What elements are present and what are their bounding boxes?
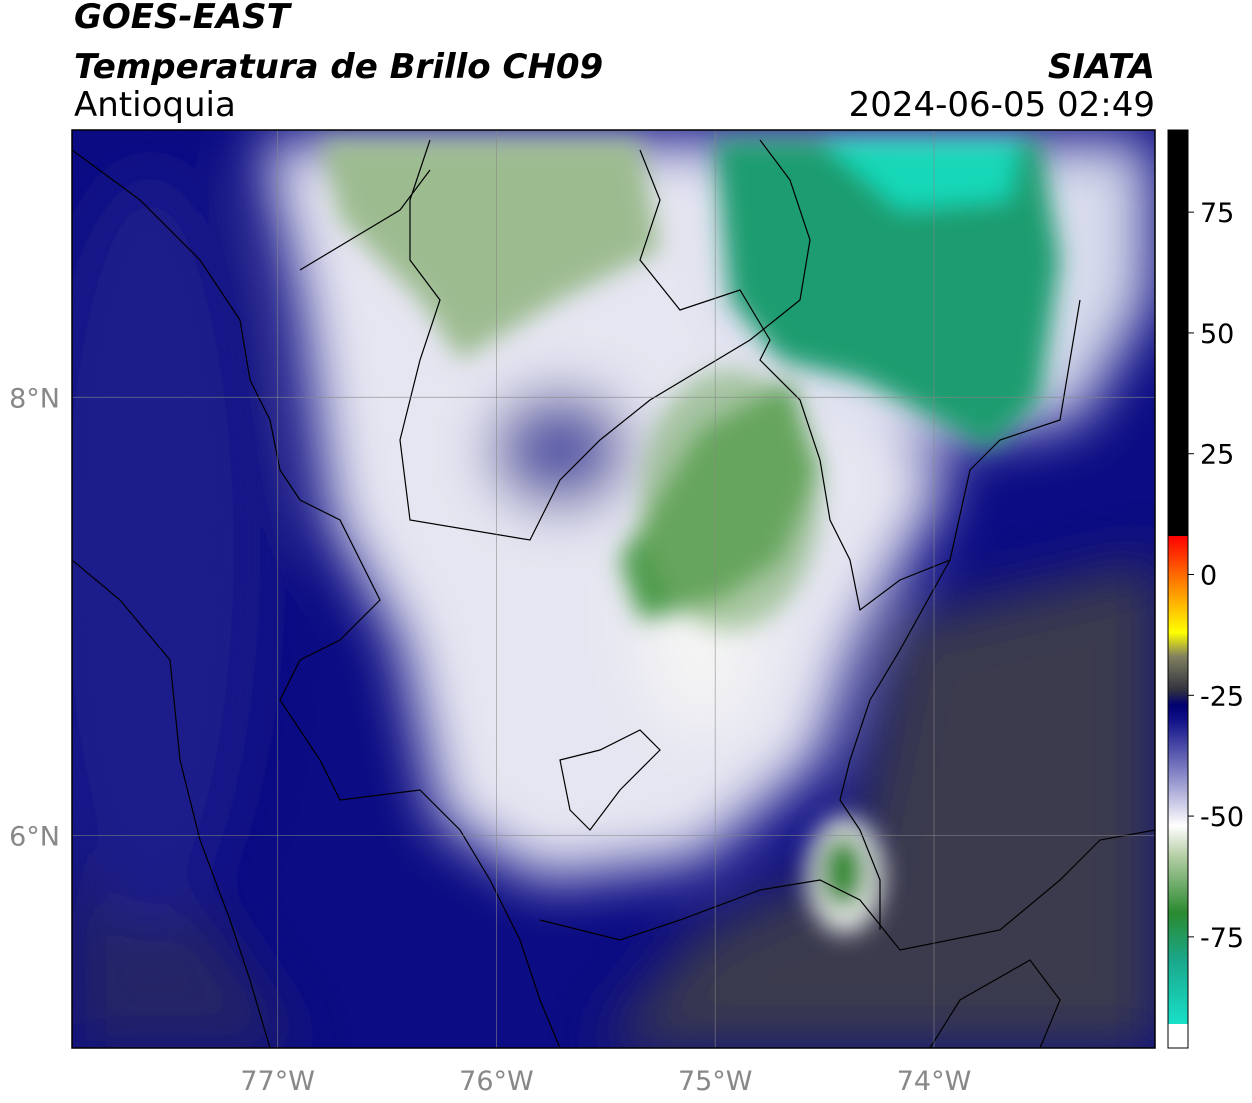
colorbar-tick-label: -50 <box>1200 802 1244 833</box>
colorbar-tick-label: -75 <box>1200 923 1244 954</box>
colorbar: 75 50 25 0 -25 -50 -75 <box>1167 129 1244 1049</box>
x-tick-label: 75°W <box>678 1066 753 1097</box>
x-tick-label: 77°W <box>240 1066 315 1097</box>
title: GOES-EAST <box>74 0 293 37</box>
subtitle: Temperatura de Brillo CH09 <box>74 47 603 87</box>
y-tick-label: 6°N <box>9 821 60 852</box>
colorbar-tick-label: 0 <box>1200 561 1217 592</box>
y-tick-label: 8°N <box>9 383 60 414</box>
colorbar-tick-label: -25 <box>1200 681 1244 712</box>
x-tick-label: 74°W <box>897 1066 972 1097</box>
colorbar-tick-label: 75 <box>1200 198 1234 229</box>
timestamp: 2024-06-05 02:49 <box>849 85 1155 125</box>
region: Antioquia <box>74 85 236 125</box>
x-tick-label: 76°W <box>459 1066 534 1097</box>
colorbar-scale <box>1167 129 1189 1049</box>
graticule <box>72 130 1155 1048</box>
colorbar-tick-label: 25 <box>1200 440 1234 471</box>
map-frame <box>71 129 1156 1049</box>
colorbar-tick-label: 50 <box>1200 319 1234 350</box>
source: SIATA <box>1048 47 1155 87</box>
satellite-image <box>72 130 1155 1048</box>
